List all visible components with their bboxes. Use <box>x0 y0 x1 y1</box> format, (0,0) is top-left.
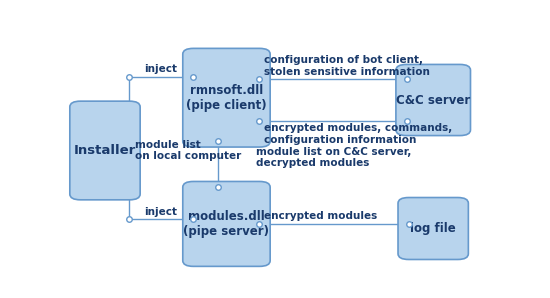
FancyBboxPatch shape <box>183 48 270 147</box>
FancyBboxPatch shape <box>70 101 140 200</box>
Text: encrypted modules: encrypted modules <box>264 211 377 221</box>
Text: inject: inject <box>144 64 177 74</box>
Text: modules.dll
(pipe server): modules.dll (pipe server) <box>184 210 270 238</box>
Text: module list
on local computer: module list on local computer <box>135 140 241 161</box>
Text: log file: log file <box>410 222 456 235</box>
Text: module list on C&C server,
decrypted modules: module list on C&C server, decrypted mod… <box>256 147 411 168</box>
Text: configuration of bot client,
stolen sensitive information: configuration of bot client, stolen sens… <box>264 55 430 77</box>
FancyBboxPatch shape <box>398 198 469 260</box>
FancyBboxPatch shape <box>183 181 270 266</box>
Text: C&C server: C&C server <box>396 94 470 106</box>
FancyBboxPatch shape <box>396 64 470 136</box>
Text: encrypted modules, commands,
configuration information: encrypted modules, commands, configurati… <box>264 123 452 145</box>
Text: inject: inject <box>144 207 177 217</box>
Text: rmnsoft.dll
(pipe client): rmnsoft.dll (pipe client) <box>186 84 267 112</box>
Text: Installer: Installer <box>74 144 136 157</box>
